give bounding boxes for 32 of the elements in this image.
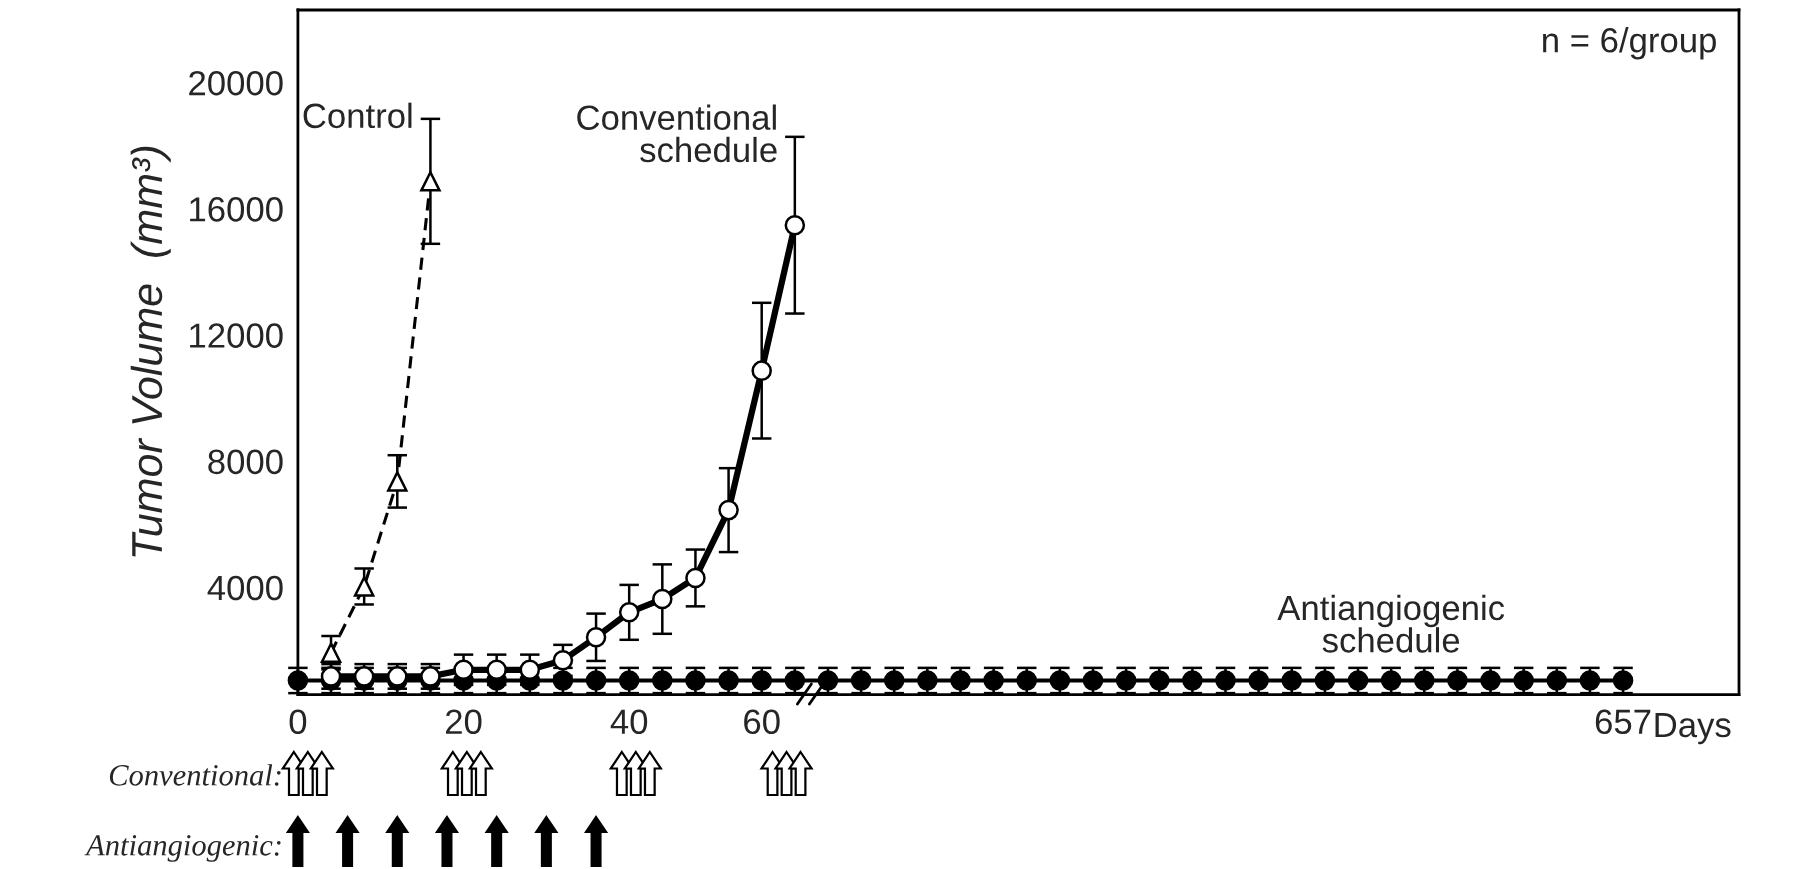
- y-tick-label: 4000: [207, 575, 283, 601]
- x-axis-title: Days: [1655, 713, 1731, 745]
- point: [751, 360, 772, 381]
- y-tick-label: 20000: [189, 70, 283, 96]
- x-tick-label: 657: [1595, 709, 1651, 735]
- point: [552, 650, 574, 671]
- annotation: n = 6/group: [1543, 27, 1716, 60]
- series-label: Control: [303, 102, 412, 129]
- point: [420, 171, 441, 192]
- point: [387, 471, 408, 492]
- x-tick-label: 40: [610, 709, 648, 735]
- y-tick-label: 8000: [208, 449, 283, 475]
- point: [585, 627, 607, 648]
- series-label: Antiangiogenic schedule: [1277, 594, 1505, 653]
- y-tick-label: 16000: [190, 197, 283, 222]
- series-label: Conventional schedule: [577, 104, 777, 163]
- point: [652, 588, 673, 610]
- y-axis-title: Tumor Volume (mm³): [130, 146, 171, 557]
- x-tick-label: 0: [289, 709, 307, 735]
- point: [453, 659, 474, 681]
- point: [353, 576, 375, 597]
- point: [618, 602, 640, 623]
- point: [784, 214, 806, 236]
- point: [685, 567, 706, 589]
- point: [486, 659, 507, 681]
- text: Conventional:: [109, 764, 281, 786]
- point: [718, 499, 739, 521]
- x-tick-label: 60: [744, 709, 780, 735]
- text: Antiangiogenic:: [84, 835, 281, 862]
- y-tick-label: 12000: [190, 323, 283, 348]
- point: [519, 659, 541, 681]
- x-tick-label: 20: [445, 709, 482, 735]
